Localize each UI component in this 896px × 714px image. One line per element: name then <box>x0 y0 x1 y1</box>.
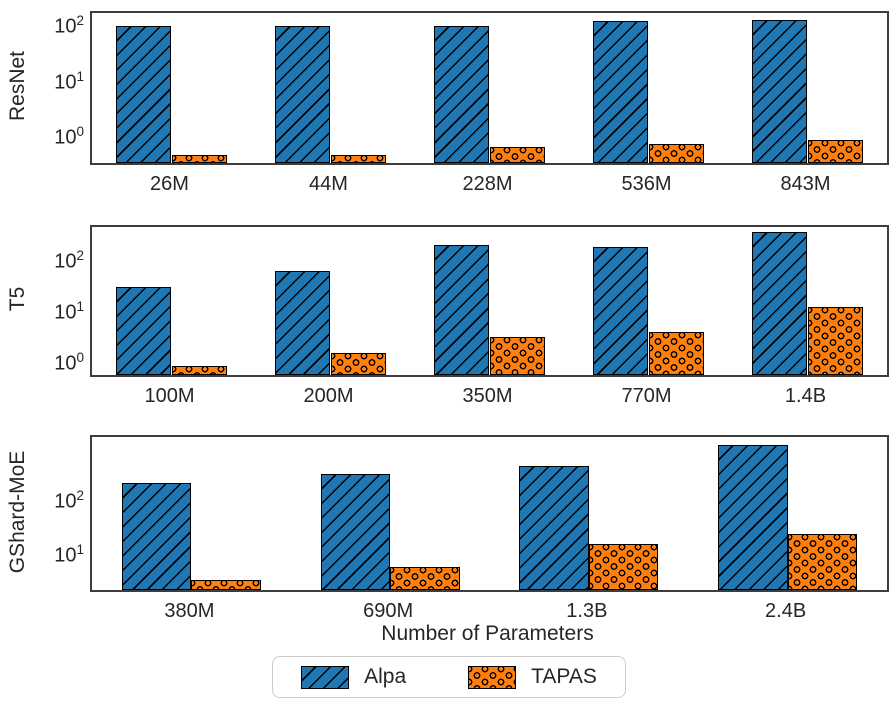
alpa-swatch-icon <box>301 665 350 689</box>
bar-alpa-2.4b <box>718 445 788 590</box>
y-tick-label: 101 <box>54 68 84 94</box>
x-tick-label: 26M <box>150 173 189 195</box>
bar-tapas-350m <box>489 336 546 375</box>
bar-alpa-200m <box>274 271 331 375</box>
bar-tapas-100m <box>171 365 228 375</box>
x-tick-label: 770M <box>621 385 672 407</box>
bar-tapas-770m <box>648 332 705 375</box>
resnet-subplot <box>90 11 889 165</box>
y-tick-label: 102 <box>54 487 84 513</box>
legend: Alpa TAPAS <box>272 656 626 698</box>
gshard-moe-subplot <box>90 435 889 592</box>
x-tick-label: 536M <box>621 173 672 195</box>
y-tick-label: 102 <box>54 13 84 38</box>
alpa-legend-label: Alpa <box>364 665 407 688</box>
x-tick-label: 200M <box>303 385 354 407</box>
bar-alpa-350m <box>433 245 490 375</box>
x-tick-label: 1.4B <box>784 385 827 407</box>
y-tick-label: 102 <box>54 248 84 273</box>
x-tick-label: 44M <box>309 173 348 195</box>
legend-item-alpa: Alpa <box>301 665 406 689</box>
bar-alpa-1.3b <box>519 465 589 590</box>
bar-alpa-44m <box>274 25 331 163</box>
y-tick-label: 100 <box>54 124 84 150</box>
bar-tapas-536m <box>648 144 705 163</box>
bar-alpa-770m <box>592 247 649 375</box>
x-tick-label: 350M <box>462 385 513 407</box>
bar-tapas-380m <box>191 580 261 590</box>
bar-alpa-228m <box>433 25 490 163</box>
bar-tapas-26m <box>171 154 228 163</box>
bar-alpa-1.4b <box>751 231 808 375</box>
bar-alpa-843m <box>751 20 808 163</box>
y-tick-label: 101 <box>54 298 84 324</box>
x-axis-label: Number of Parameters <box>381 622 594 645</box>
bar-alpa-536m <box>592 21 649 163</box>
bar-tapas-1.4b <box>807 307 864 375</box>
x-tick-label: 843M <box>780 173 831 195</box>
x-tick-label: 2.4B <box>765 600 807 622</box>
x-tick-label: 380M <box>164 600 215 622</box>
bar-tapas-200m <box>330 352 387 375</box>
x-tick-label: 100M <box>144 385 195 407</box>
bar-tapas-1.3b <box>588 544 659 590</box>
bar-tapas-44m <box>330 154 387 163</box>
bar-alpa-380m <box>121 482 192 590</box>
legend-item-tapas: TAPAS <box>468 665 597 689</box>
bar-tapas-690m <box>390 566 460 590</box>
bar-tapas-2.4b <box>787 534 858 590</box>
bar-tapas-228m <box>489 147 546 163</box>
tapas-legend-label: TAPAS <box>531 665 597 688</box>
t5-subplot <box>90 225 889 377</box>
y-tick-label: 101 <box>54 541 84 567</box>
bar-alpa-100m <box>115 287 172 375</box>
bar-tapas-843m <box>807 140 864 163</box>
tapas-swatch-icon <box>468 665 517 689</box>
x-tick-label: 1.3B <box>566 600 608 622</box>
y-tick-label: 100 <box>54 349 84 375</box>
x-tick-label: 690M <box>363 600 414 622</box>
bar-alpa-26m <box>115 25 172 163</box>
x-tick-label: 228M <box>462 173 513 195</box>
bar-alpa-690m <box>320 474 391 590</box>
